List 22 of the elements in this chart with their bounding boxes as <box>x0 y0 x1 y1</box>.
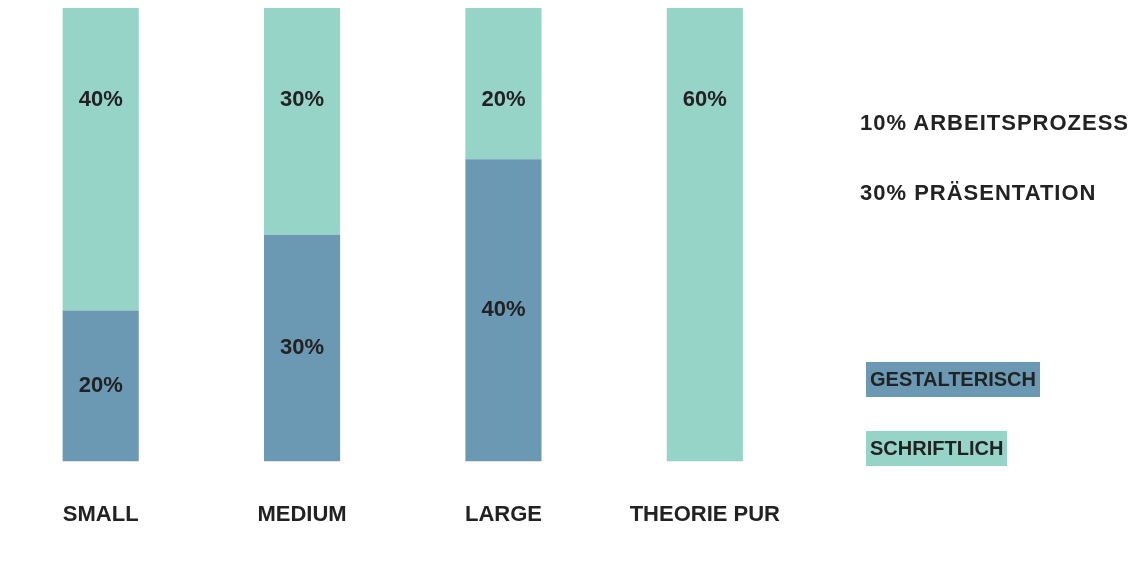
bar <box>62 8 139 311</box>
x-tick-label: MEDIUM <box>257 500 347 526</box>
text: 30% PRÄSENTATION <box>860 179 1098 207</box>
x-tick-label: SMALL <box>62 500 139 526</box>
data-label: 20% <box>78 372 123 398</box>
data-label: 60% <box>682 86 727 112</box>
data-label: 20% <box>481 86 526 112</box>
data-label: 40% <box>78 86 123 112</box>
bar <box>465 159 542 462</box>
x-tick-label: LARGE <box>464 500 542 526</box>
text: 10% ARBEITSPROZESS <box>860 109 1130 137</box>
bar <box>465 8 542 160</box>
bar <box>666 8 743 462</box>
data-label: 30% <box>280 334 325 360</box>
bar <box>62 310 139 462</box>
text: GESTALTERISCH <box>866 362 1040 397</box>
data-label: 30% <box>280 86 325 112</box>
data-label: 40% <box>481 296 526 322</box>
bar <box>264 8 341 235</box>
text: SCHRIFTLICH <box>866 431 1008 466</box>
x-tick-label: THEORIE PUR <box>629 500 781 526</box>
bar <box>264 234 341 462</box>
